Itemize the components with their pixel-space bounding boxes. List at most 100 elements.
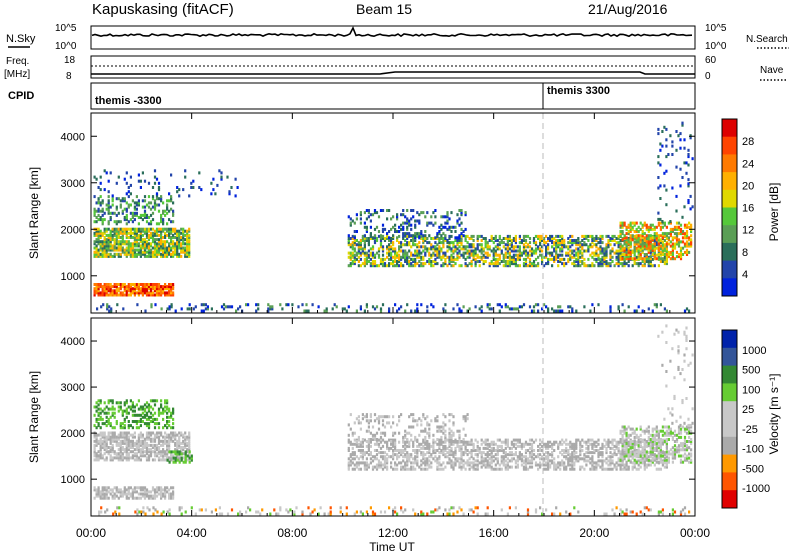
power-cell (577, 264, 580, 268)
power-cell (394, 303, 397, 307)
velocity-cell (502, 455, 505, 459)
velocity-cell (460, 451, 463, 455)
power-cell (119, 203, 122, 207)
power-cell (430, 253, 433, 257)
velocity-cell (575, 442, 578, 446)
power-cell (125, 250, 128, 254)
power-cell (369, 232, 372, 236)
power-cell (504, 264, 507, 268)
velocity-cell (442, 467, 445, 471)
velocity-cell (135, 446, 138, 449)
velocity-cell (135, 426, 138, 430)
power-cell (502, 253, 505, 257)
power-cell (392, 234, 395, 238)
power-cell (627, 225, 630, 229)
power-cell (454, 262, 457, 266)
power-cell (390, 217, 393, 221)
velocity-cell (388, 438, 391, 442)
power-cell (685, 236, 689, 240)
power-cell (619, 255, 622, 259)
power-cell (168, 289, 171, 293)
velocity-cell (500, 461, 503, 465)
velocity-cell (359, 451, 362, 455)
power-cell (430, 255, 433, 259)
power-cell (99, 218, 102, 222)
power-cell (647, 236, 650, 240)
power-cell (543, 239, 546, 242)
velocity-cell (351, 446, 354, 450)
power-cell (133, 244, 136, 248)
velocity-cell (442, 461, 445, 465)
velocity-cell (145, 446, 149, 449)
velocity-cell (502, 459, 505, 463)
velocity-cell (168, 460, 171, 464)
power-cell (651, 264, 654, 268)
power-cell (460, 309, 463, 313)
velocity-cell (123, 435, 126, 439)
velocity-cell (520, 463, 523, 467)
power-cell (458, 264, 461, 268)
power-cell (355, 251, 358, 255)
velocity-cell (115, 422, 118, 426)
power-cell (537, 303, 540, 307)
power-cell (464, 247, 467, 251)
power-cell (160, 199, 163, 203)
power-cell (141, 287, 144, 291)
power-cell (677, 240, 681, 244)
power-cell (400, 305, 403, 309)
power-cell (669, 227, 672, 231)
power-cell (430, 260, 433, 263)
power-cell (689, 207, 692, 211)
power-cell (559, 257, 562, 261)
power-cell (99, 285, 102, 289)
power-cell (677, 225, 681, 229)
power-cell (593, 237, 596, 240)
power-cell (166, 203, 169, 207)
power-cell (444, 215, 447, 219)
power-cell (162, 222, 165, 226)
power-cell (530, 262, 534, 266)
velocity-cell (520, 455, 523, 459)
power-cell (416, 253, 419, 257)
power-cell (137, 252, 140, 256)
power-cell (149, 201, 153, 205)
velocity-cell (363, 451, 366, 455)
velocity-cell (373, 457, 377, 461)
velocity-cell (484, 442, 487, 446)
power-cell (162, 201, 165, 205)
power-cell (442, 253, 445, 257)
power-cell (514, 249, 517, 253)
power-cell (611, 234, 614, 238)
power-cell (478, 260, 481, 263)
velocity-cell (347, 457, 350, 461)
power-cell (597, 257, 600, 261)
velocity-cell (496, 444, 499, 448)
power-cell (607, 264, 610, 268)
velocity-cell (188, 441, 191, 445)
velocity-cell (381, 455, 385, 459)
power-cell (502, 260, 505, 263)
power-cell (111, 227, 114, 231)
power-cell (101, 207, 104, 211)
power-cell (410, 234, 413, 238)
power-cell (629, 223, 632, 227)
velocity-cell (93, 446, 96, 449)
velocity-cell (436, 442, 439, 446)
velocity-cell (470, 453, 473, 457)
power-cell (164, 252, 167, 256)
power-cell (406, 221, 409, 225)
velocity-cell (573, 449, 576, 452)
velocity-cell (492, 446, 495, 450)
velocity-cell (400, 453, 403, 457)
velocity-cell (160, 443, 163, 447)
power-cell (103, 231, 106, 235)
power-cell (355, 243, 358, 247)
velocity-cell (188, 448, 191, 452)
power-cell (607, 234, 610, 238)
power-cell (657, 257, 660, 261)
power-cell (235, 309, 238, 313)
power-cell (464, 262, 467, 266)
power-cell (125, 222, 128, 226)
power-cell (180, 250, 183, 254)
velocity-cell (137, 437, 140, 441)
